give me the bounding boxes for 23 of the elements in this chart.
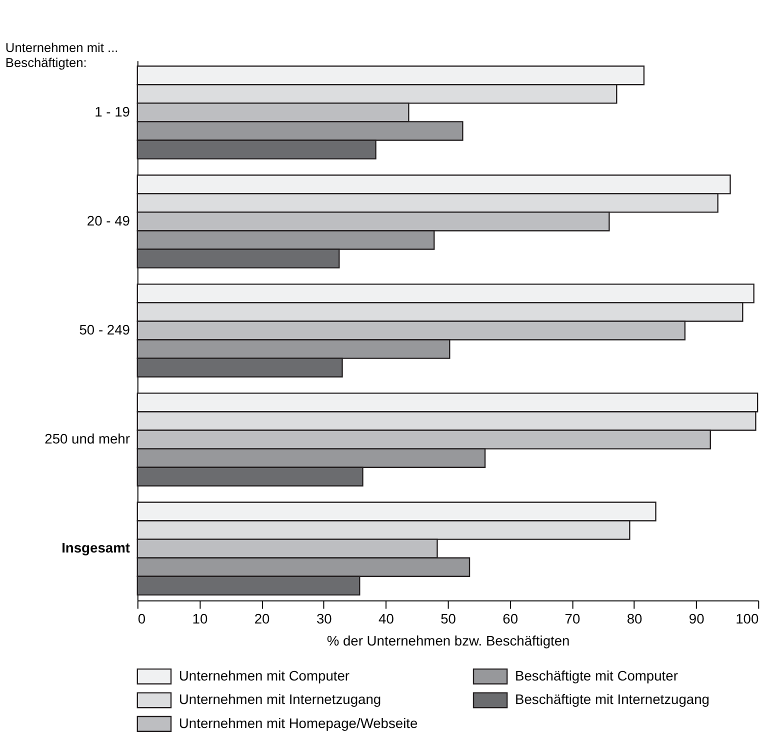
x-tick-label: 30 bbox=[316, 610, 332, 627]
y-tick-label: Insgesamt bbox=[62, 540, 130, 556]
legend-label: Beschäftigte mit Internetzugang bbox=[515, 691, 710, 708]
x-tick-label: 0 bbox=[138, 610, 146, 627]
x-tick-label: 20 bbox=[254, 610, 270, 627]
y-tick-label: 20 - 49 bbox=[86, 212, 130, 228]
x-axis-title: % der Unternehmen bzw. Beschäftigten bbox=[326, 632, 570, 648]
x-tick-label: 40 bbox=[378, 610, 394, 627]
x-tick-label: 70 bbox=[564, 610, 580, 627]
legend-label: Unternehmen mit Internetzugang bbox=[178, 691, 382, 708]
legend-label: Unternehmen mit Homepage/Webseite bbox=[178, 714, 418, 731]
legend-label: Unternehmen mit Computer bbox=[178, 667, 350, 684]
x-tick-label: 90 bbox=[688, 610, 705, 627]
x-tick-label: 60 bbox=[502, 610, 518, 627]
x-tick-label: 80 bbox=[626, 610, 643, 627]
y-tick-label: 50 - 249 bbox=[79, 321, 130, 338]
legend-label: Beschäftigte mit Computer bbox=[515, 667, 678, 684]
x-tick-label: 10 bbox=[192, 610, 208, 627]
y-tick-label: 1 - 19 bbox=[94, 103, 130, 120]
x-tick-label: 100 bbox=[736, 610, 759, 627]
y-axis-title: Unternehmen mit ... Beschäftigten: bbox=[5, 40, 118, 70]
x-tick-label: 50 bbox=[440, 610, 456, 627]
y-tick-label: 250 und mehr bbox=[44, 430, 130, 446]
